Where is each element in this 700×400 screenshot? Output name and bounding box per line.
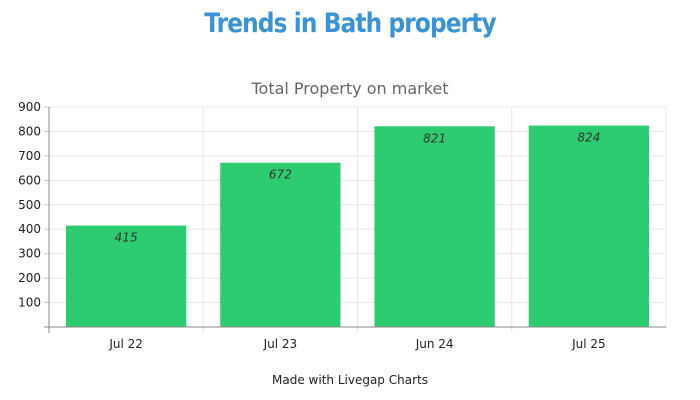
chart-title: Total Property on market (250, 79, 448, 98)
y-tick-label: 700 (18, 149, 41, 163)
y-tick-label: 500 (18, 198, 41, 212)
y-tick-label: 800 (18, 124, 41, 138)
footer-credit: Made with Livegap Charts (272, 373, 428, 387)
y-tick-label: 300 (18, 247, 41, 261)
y-tick-label: 600 (18, 173, 41, 187)
data-label: 415 (115, 231, 138, 245)
data-labels: 415 672 821 824 (115, 131, 601, 245)
y-tick-label: 400 (18, 222, 41, 236)
data-label: 672 (269, 168, 292, 182)
bars (65, 125, 650, 327)
x-tick-label: Jun 24 (415, 337, 454, 351)
x-tick-label: Jul 23 (263, 337, 298, 351)
page-title: Trends in Bath property (204, 8, 496, 39)
y-tick-label: 200 (18, 271, 41, 285)
bar (528, 125, 650, 327)
bar (220, 162, 341, 327)
x-tick-label: Jul 22 (108, 337, 143, 351)
data-label: 821 (423, 131, 446, 145)
data-label: 824 (577, 131, 600, 145)
x-tick-label: Jul 25 (571, 337, 606, 351)
bar (65, 225, 187, 327)
axes: 100 200 300 400 500 600 700 800 900 Jul 22 Jul 23 J… (18, 100, 666, 351)
bar (374, 126, 495, 327)
y-tick-label: 100 (18, 296, 41, 310)
y-tick-label: 900 (18, 100, 41, 114)
